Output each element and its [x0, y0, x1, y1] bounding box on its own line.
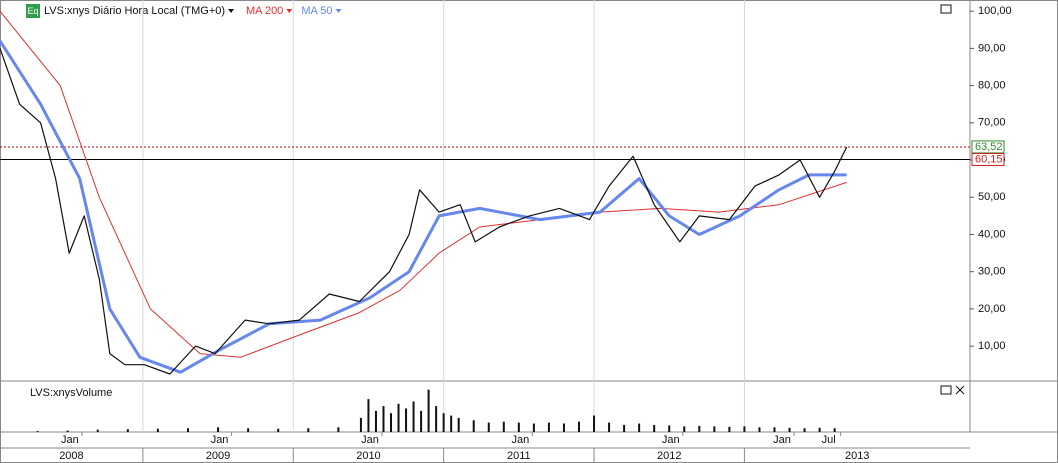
volume-bar [405, 408, 408, 432]
volume-bar [427, 389, 430, 432]
volume-bar [833, 428, 836, 432]
y-tick-label: 90,00 [978, 42, 1006, 54]
volume-bar [66, 430, 69, 432]
volume-bar [517, 422, 520, 432]
volume-bar [472, 420, 475, 432]
x-tick-label: Jan [773, 434, 791, 446]
y-tick-label: 50,00 [978, 191, 1006, 203]
close-button[interactable] [955, 385, 965, 395]
legend-arrow [286, 9, 293, 13]
level-box [971, 140, 1005, 154]
y-tick-label: 10,00 [978, 340, 1006, 352]
badge-icon [26, 4, 40, 18]
legend-entry: MA 200 [246, 5, 283, 17]
volume-bar [608, 422, 611, 432]
volume-bar [487, 422, 490, 432]
x-year-label: 2013 [845, 450, 869, 462]
x-year-label: 2012 [657, 450, 681, 462]
y-tick-label: 20,00 [978, 303, 1006, 315]
volume-bar [442, 413, 445, 432]
series-line [0, 48, 848, 375]
volume-bar [698, 425, 701, 432]
y-tick-label: 100,00 [978, 5, 1012, 17]
volume-bar [156, 428, 159, 432]
volume-bar [562, 423, 565, 432]
volume-bar [743, 426, 746, 432]
y-tick-label: 40,00 [978, 228, 1006, 240]
chart-title[interactable]: LVS:xnys Diário Hora Local (TMG+0) [44, 5, 225, 17]
volume-bar [382, 406, 385, 432]
x-year-label: 2008 [59, 450, 83, 462]
volume-bar [126, 429, 129, 432]
series-line [0, 10, 847, 358]
level-label: 63,52 [975, 141, 1003, 153]
x-year-label: 2011 [507, 450, 531, 462]
y-tick-label: 30,00 [978, 266, 1006, 278]
legend-arrow [335, 9, 342, 13]
volume-bar [803, 428, 806, 432]
volume-bar [96, 429, 99, 432]
series-line [0, 40, 847, 374]
x-tick-label: Jan [662, 434, 680, 446]
volume-bar [593, 415, 596, 432]
volume-bar [668, 425, 671, 432]
volume-bar [758, 427, 761, 432]
maximize-button[interactable] [940, 385, 952, 395]
x-tick-label: Jan [211, 434, 229, 446]
volume-bar [638, 423, 641, 432]
volume-bar [337, 427, 340, 432]
volume-bar [359, 417, 362, 432]
volume-bar [623, 424, 626, 432]
volume-bar [420, 410, 423, 432]
x-year-label: 2010 [356, 450, 380, 462]
volume-bar [547, 422, 550, 432]
volume-title: LVS:xnysVolume [30, 387, 112, 399]
x-tick-label: Jan [361, 434, 379, 446]
title-arrow [228, 9, 235, 13]
volume-bar [457, 417, 460, 432]
volume-bar [450, 415, 453, 432]
volume-bar [532, 423, 535, 432]
volume-bar [277, 428, 280, 432]
volume-bar [653, 424, 656, 432]
volume-bar [36, 431, 39, 432]
volume-bar [818, 427, 821, 432]
badge: Eq [27, 6, 38, 16]
volume-bar [435, 406, 438, 432]
volume-bar [773, 427, 776, 432]
level-label: 60,15 [975, 153, 1003, 165]
volume-bar [390, 413, 393, 432]
volume-bar [412, 401, 415, 432]
volume-bar [374, 410, 377, 432]
maximize-button[interactable] [940, 4, 952, 14]
volume-bar [186, 428, 189, 432]
x-year-label: 2009 [206, 450, 230, 462]
volume-bar [577, 421, 580, 432]
volume-bar [247, 428, 250, 432]
x-tick-label: Jan [61, 434, 79, 446]
volume-bar [397, 403, 400, 432]
volume-bar [502, 421, 505, 432]
volume-bar [367, 399, 370, 432]
legend-entry: MA 50 [301, 5, 332, 17]
x-tick-label: Jul [822, 434, 836, 446]
volume-bar [307, 428, 310, 432]
volume-bar [713, 426, 716, 432]
x-tick-label: Jan [511, 434, 529, 446]
volume-bar [728, 426, 731, 432]
volume-bar [683, 426, 686, 432]
level-box [971, 152, 1005, 166]
y-tick-label: 80,00 [978, 80, 1006, 92]
y-tick-label: 70,00 [978, 117, 1006, 129]
volume-bar [788, 427, 791, 432]
volume-bar [217, 427, 220, 432]
